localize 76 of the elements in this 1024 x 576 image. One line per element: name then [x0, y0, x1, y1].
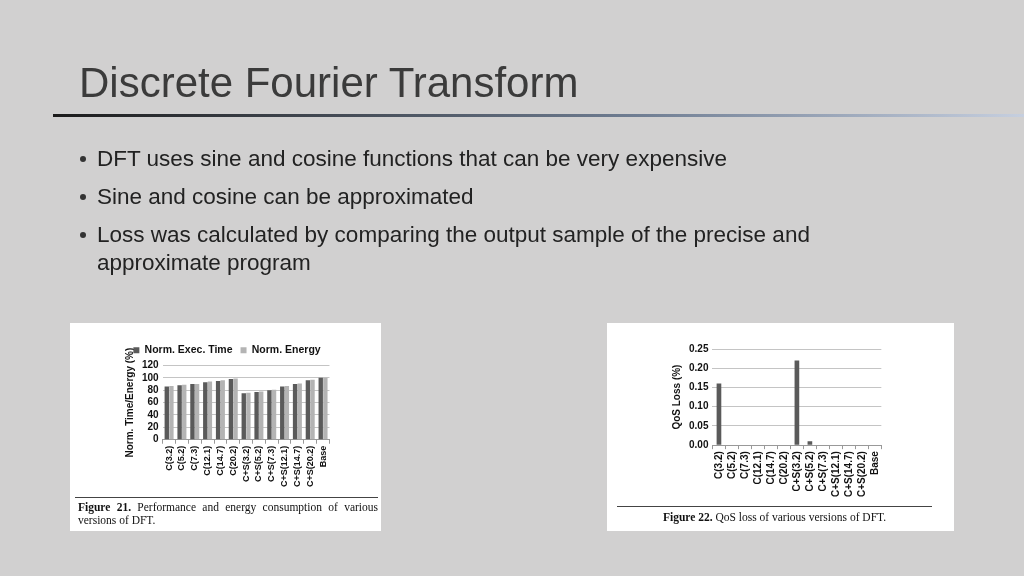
- bar: [233, 378, 238, 440]
- y-tick-label: 0.10: [688, 400, 709, 412]
- bar: [207, 381, 213, 440]
- x-tick-label: C(5.2): [176, 445, 187, 471]
- x-tick-label: C+S(14.7): [291, 445, 302, 488]
- x-tick-label: C(7.3): [189, 445, 200, 471]
- y-tick-label: 0.05: [688, 419, 709, 431]
- y-axis-title: QoS Loss (%): [670, 364, 682, 430]
- bar: [271, 389, 277, 440]
- y-tick-label: 0.25: [688, 342, 709, 354]
- x-tick-label: C(7.3): [738, 451, 750, 479]
- bar: [280, 386, 285, 440]
- legend-label: Norm. Energy: [251, 343, 321, 356]
- bar: [220, 380, 225, 440]
- bar: [305, 380, 311, 440]
- x-tick-label: C(14.7): [764, 451, 776, 485]
- x-tick-label: C+S(12.1): [279, 445, 290, 488]
- x-tick-label: Base: [317, 445, 328, 468]
- y-tick-label: 60: [147, 396, 160, 408]
- x-tick-label: C+S(5.2): [253, 445, 264, 482]
- x-tick-label: C(5.2): [725, 451, 737, 479]
- text: Sine and cosine can be approximated: [97, 184, 474, 209]
- y-tick-label: 0.20: [688, 361, 709, 373]
- y-tick-label: 40: [147, 408, 160, 420]
- bar: [246, 392, 251, 440]
- x-tick-label: C+S(5.2): [803, 451, 815, 492]
- y-tick-label: 120: [142, 359, 160, 371]
- x-tick-label: C+S(20.2): [304, 445, 315, 488]
- x-tick-label: C(12.1): [751, 451, 763, 485]
- y-tick-label: 20: [147, 421, 160, 433]
- caption: Figure 21. Performance and energy consumption of various versions of DFT.: [78, 501, 378, 526]
- legend-label: Norm. Exec. Time: [144, 343, 233, 356]
- x-tick-label: C(14.7): [214, 445, 225, 476]
- x-tick-label: C+S(3.2): [240, 445, 251, 482]
- bar: [215, 380, 221, 440]
- y-tick-label: 0.00: [688, 438, 709, 450]
- x-tick-label: C(3.2): [163, 445, 174, 471]
- bar: [267, 390, 272, 440]
- x-tick-label: C+S(7.3): [816, 451, 828, 492]
- bar: [318, 377, 323, 440]
- bar: [203, 382, 208, 440]
- x-tick-label: C+S(14.7): [842, 451, 854, 497]
- bar: [182, 384, 187, 440]
- x-tick-label: C(20.2): [227, 445, 238, 476]
- x-tick-label: C+S(20.2): [855, 451, 867, 497]
- bar: [164, 386, 169, 440]
- bar: [194, 384, 200, 440]
- bar: [254, 392, 259, 440]
- y-tick-label: 80: [147, 383, 160, 395]
- x-tick-label: C+S(7.3): [266, 445, 277, 482]
- bar: [241, 393, 246, 440]
- bar: [190, 384, 195, 440]
- x-tick-label: C+S(3.2): [790, 451, 802, 492]
- bar: [169, 385, 174, 440]
- bar: [807, 441, 813, 445]
- text: Loss was calculated by comparing the output sample of the precise and approximate program: [97, 222, 810, 275]
- y-tick-label: 0: [153, 433, 160, 445]
- bar: [177, 385, 182, 440]
- bar: [284, 385, 290, 440]
- y-tick-label: 0.15: [688, 381, 709, 393]
- text: DFT uses sine and cosine functions that can be very expensive: [97, 146, 727, 171]
- x-tick-label: C(12.1): [202, 445, 213, 476]
- bar: [228, 379, 234, 440]
- bar: [310, 379, 315, 440]
- bar: [292, 384, 298, 440]
- text: Discrete Fourier Transform: [79, 59, 579, 107]
- bar: [323, 377, 328, 440]
- y-tick-label: 100: [142, 371, 160, 383]
- x-tick-label: C(3.2): [712, 451, 724, 479]
- x-tick-label: Base: [868, 450, 880, 476]
- caption: Figure 22. QoS loss of various versions of DFT.: [661, 511, 888, 524]
- x-tick-label: C+S(12.1): [829, 451, 841, 497]
- y-axis-title: Norm. Time/Energy (%): [123, 347, 135, 458]
- x-tick-label: C(20.2): [777, 451, 789, 485]
- bar: [297, 383, 302, 440]
- bar: [259, 391, 264, 440]
